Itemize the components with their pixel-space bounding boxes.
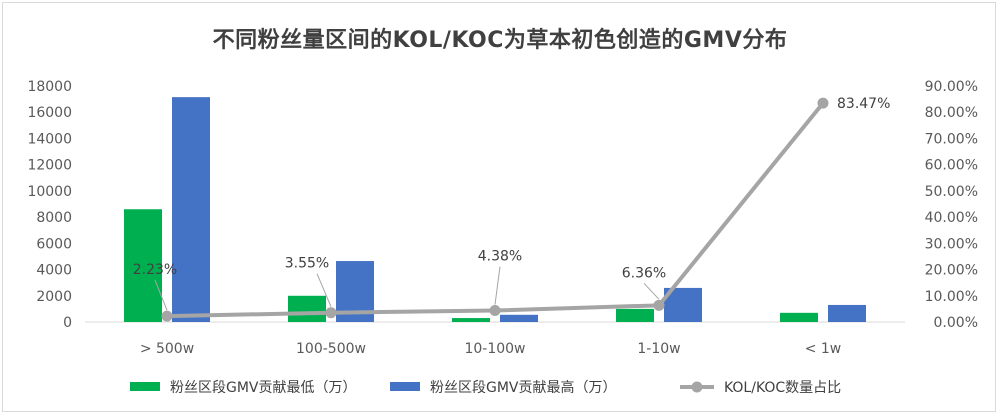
right-axis-tick-label: 80.00% [925,105,978,121]
bar-min-1 [288,295,326,322]
data-label-leader [494,266,501,305]
x-axis-tick-label: < 1w [805,341,842,357]
bar-max-4 [828,304,866,322]
right-axis-tick-label: 0.00% [934,315,978,331]
left-axis-tick-label: 10000 [27,184,72,200]
x-axis-tick-label: 10-100w [464,341,525,357]
data-label: 6.36% [622,265,666,281]
bar-min-0 [124,209,162,322]
legend-label: 粉丝区段GMV贡献最低（万） [170,380,357,396]
data-label: 83.47% [837,96,890,112]
line-point-3 [653,299,665,311]
data-label-leader [316,273,332,307]
line-point-0 [161,310,173,322]
line-point-1 [325,307,337,319]
legend-label: 粉丝区段GMV贡献最高（万） [430,379,617,396]
left-axis-tick-label: 2000 [36,289,72,305]
bar-max-0 [172,97,210,323]
line-kol-share [165,101,825,319]
x-axis-tick-label: 100-500w [296,341,366,357]
right-axis-tick-label: 20.00% [925,263,978,279]
left-axis-tick-label: 0 [63,315,72,331]
right-axis-tick-label: 30.00% [925,236,978,252]
left-axis-tick-label: 4000 [36,263,72,279]
line-point-2 [489,305,501,317]
legend-label: KOL/KOC数量占比 [724,380,841,396]
data-label: 3.55% [285,256,329,272]
bar-min-2 [452,318,490,322]
data-label-leader [154,279,168,311]
data-label: 4.38% [478,249,522,265]
left-axis-tick-label: 16000 [27,105,72,121]
right-axis-tick-label: 90.00% [925,79,978,95]
chart-frame [2,2,996,412]
right-axis-tick-label: 50.00% [925,184,978,200]
left-axis-tick-label: 12000 [27,158,72,174]
left-axis-tick-label: 8000 [36,210,72,226]
right-axis-tick-label: 70.00% [925,131,978,147]
left-axis-tick-label: 18000 [27,79,72,95]
legend-swatch-1 [390,382,420,391]
right-axis-tick-label: 60.00% [925,158,978,174]
right-axis-tick-label: 10.00% [925,289,978,305]
data-label: 2.23% [133,262,177,278]
chart-title: 不同粉丝量区间的KOL/KOC为草本初色创造的GMV分布 [212,28,788,53]
x-axis-tick-label: > 500w [140,341,194,357]
bar-max-2 [500,314,538,322]
data-label-leader [643,282,660,300]
bar-min-4 [780,312,818,322]
legend-swatch-0 [130,382,160,391]
left-axis-tick-label: 6000 [36,236,72,252]
legend-swatch-marker [691,381,703,393]
bar-min-3 [616,308,654,322]
right-axis-tick-label: 40.00% [925,210,978,226]
line-point-4 [817,97,829,109]
left-axis-tick-label: 14000 [27,131,72,147]
x-axis-tick-label: 1-10w [637,341,680,357]
